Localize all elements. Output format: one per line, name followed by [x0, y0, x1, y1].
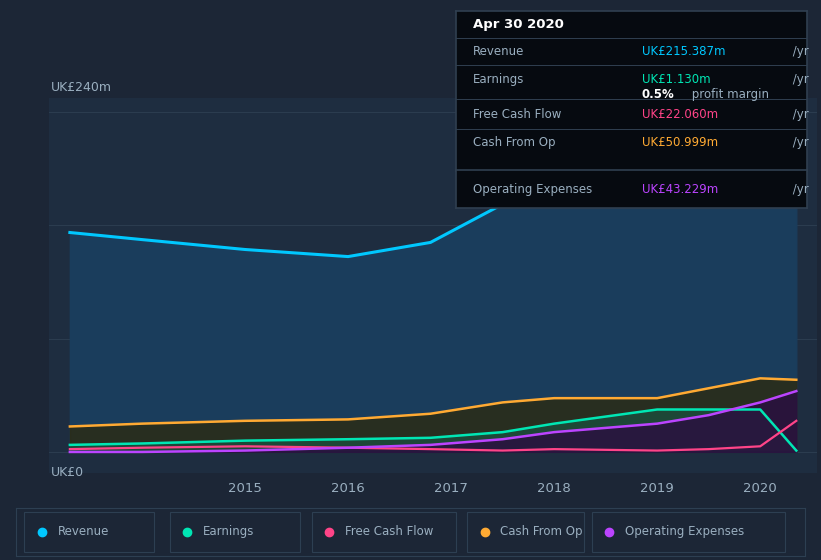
Text: UK£240m: UK£240m	[51, 81, 112, 94]
Text: Operating Expenses: Operating Expenses	[625, 525, 744, 538]
Text: Free Cash Flow: Free Cash Flow	[473, 108, 562, 120]
Text: 0.5%: 0.5%	[642, 88, 675, 101]
Text: /yr: /yr	[790, 45, 810, 58]
Text: Earnings: Earnings	[473, 73, 525, 86]
Text: UK£215.387m: UK£215.387m	[642, 45, 726, 58]
Text: Free Cash Flow: Free Cash Flow	[345, 525, 433, 538]
Text: UK£0: UK£0	[51, 466, 84, 479]
Text: /yr: /yr	[790, 137, 810, 150]
Text: Revenue: Revenue	[57, 525, 108, 538]
Text: /yr: /yr	[790, 183, 810, 196]
Text: Revenue: Revenue	[473, 45, 525, 58]
Text: UK£43.229m: UK£43.229m	[642, 183, 718, 196]
Text: Cash From Op: Cash From Op	[473, 137, 556, 150]
Text: UK£22.060m: UK£22.060m	[642, 108, 718, 120]
Text: UK£1.130m: UK£1.130m	[642, 73, 710, 86]
Text: Operating Expenses: Operating Expenses	[473, 183, 593, 196]
Text: UK£50.999m: UK£50.999m	[642, 137, 718, 150]
Text: profit margin: profit margin	[687, 88, 768, 101]
Text: Cash From Op: Cash From Op	[500, 525, 583, 538]
Text: Earnings: Earnings	[204, 525, 255, 538]
Text: /yr: /yr	[790, 108, 810, 120]
Text: /yr: /yr	[790, 73, 810, 86]
Text: Apr 30 2020: Apr 30 2020	[473, 18, 564, 31]
